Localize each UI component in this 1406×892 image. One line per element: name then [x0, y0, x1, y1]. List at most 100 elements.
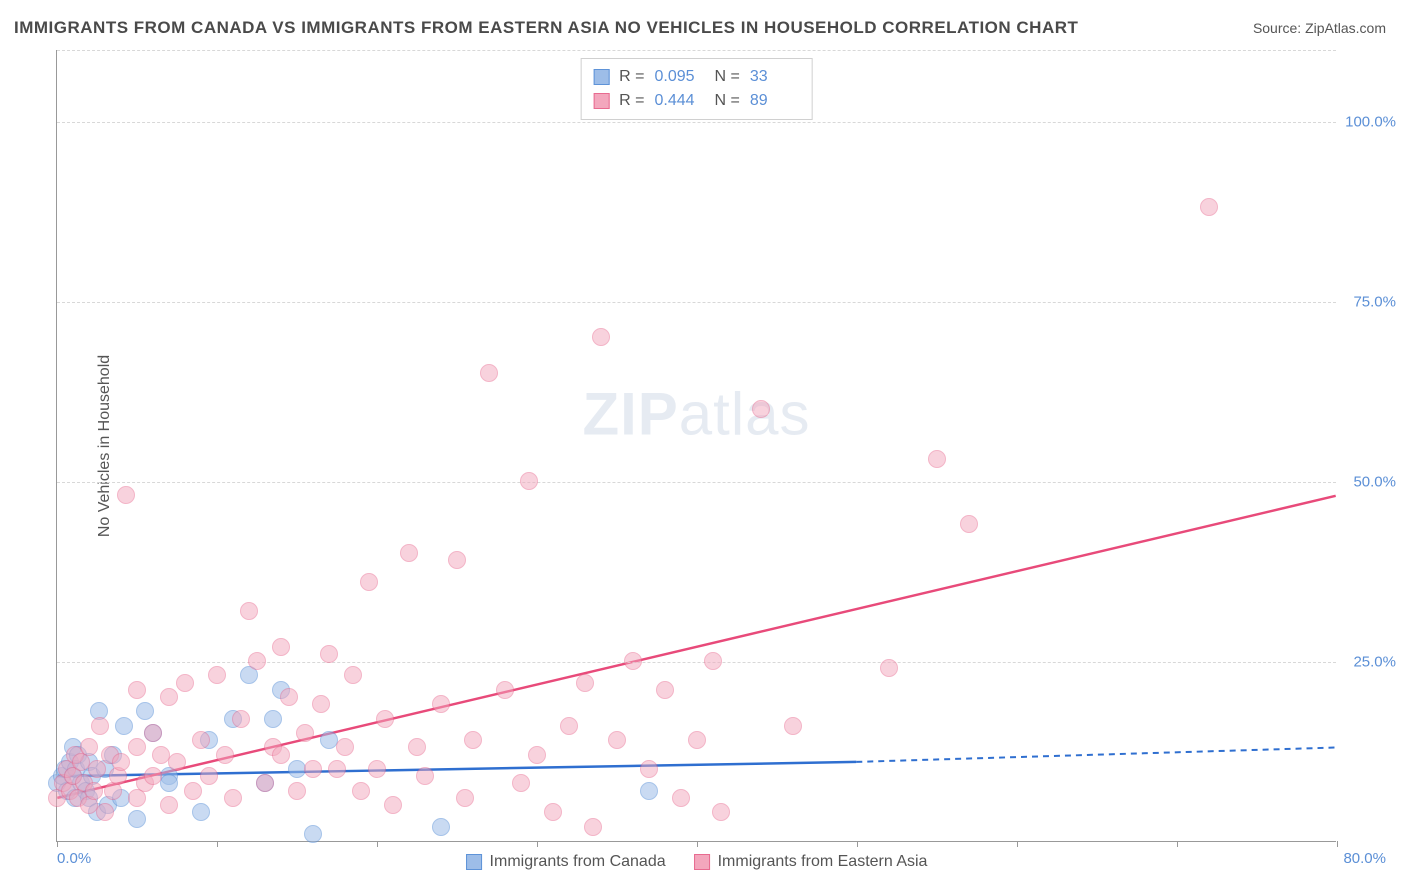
- series-legend: Immigrants from Canada Immigrants from Ea…: [466, 853, 928, 871]
- scatter-point: [272, 746, 290, 764]
- gridline: [57, 122, 1336, 123]
- source-value: ZipAtlas.com: [1305, 20, 1386, 36]
- x-tick: [217, 841, 218, 847]
- regression-line-extended: [856, 748, 1335, 762]
- scatter-point: [288, 782, 306, 800]
- scatter-point: [544, 803, 562, 821]
- scatter-point: [512, 774, 530, 792]
- scatter-point: [272, 638, 290, 656]
- watermark-bold: ZIP: [582, 380, 678, 447]
- scatter-point: [336, 738, 354, 756]
- scatter-point: [592, 328, 610, 346]
- x-tick-label-left: 0.0%: [57, 850, 91, 867]
- gridline: [57, 50, 1336, 51]
- x-tick-label-right: 80.0%: [1343, 850, 1386, 867]
- scatter-point: [416, 767, 434, 785]
- scatter-point: [376, 710, 394, 728]
- scatter-point: [168, 753, 186, 771]
- scatter-point: [640, 782, 658, 800]
- scatter-point: [240, 602, 258, 620]
- correlation-legend-row: R =0.095N =33: [593, 65, 800, 89]
- scatter-point: [144, 724, 162, 742]
- legend-r-value: 0.444: [655, 92, 705, 110]
- scatter-point: [624, 652, 642, 670]
- series-legend-label: Immigrants from Canada: [490, 853, 666, 871]
- scatter-point: [528, 746, 546, 764]
- scatter-point: [368, 760, 386, 778]
- gridline: [57, 302, 1336, 303]
- scatter-point: [672, 789, 690, 807]
- scatter-point: [320, 645, 338, 663]
- x-tick: [377, 841, 378, 847]
- scatter-point: [144, 767, 162, 785]
- scatter-point: [960, 515, 978, 533]
- scatter-point: [640, 760, 658, 778]
- scatter-point: [136, 702, 154, 720]
- scatter-point: [408, 738, 426, 756]
- scatter-point: [328, 760, 346, 778]
- scatter-point: [176, 674, 194, 692]
- scatter-point: [256, 774, 274, 792]
- scatter-point: [480, 364, 498, 382]
- legend-n-label: N =: [715, 92, 740, 110]
- scatter-point: [560, 717, 578, 735]
- scatter-point: [160, 688, 178, 706]
- scatter-point: [128, 738, 146, 756]
- correlation-legend: R =0.095N =33R =0.444N =89: [580, 58, 813, 120]
- legend-n-value: 89: [750, 92, 800, 110]
- series-legend-entry: Immigrants from Eastern Asia: [694, 853, 928, 871]
- scatter-point: [576, 674, 594, 692]
- scatter-point: [608, 731, 626, 749]
- scatter-point: [88, 760, 106, 778]
- scatter-point: [112, 753, 130, 771]
- scatter-point: [344, 666, 362, 684]
- scatter-point: [784, 717, 802, 735]
- source-prefix: Source:: [1253, 20, 1305, 36]
- x-tick: [57, 841, 58, 847]
- x-tick: [1337, 841, 1338, 847]
- scatter-point: [360, 573, 378, 591]
- scatter-point: [264, 710, 282, 728]
- series-legend-label: Immigrants from Eastern Asia: [718, 853, 928, 871]
- scatter-point: [248, 652, 266, 670]
- scatter-point: [200, 767, 218, 785]
- x-tick: [697, 841, 698, 847]
- scatter-point: [712, 803, 730, 821]
- scatter-point: [160, 774, 178, 792]
- scatter-point: [280, 688, 298, 706]
- scatter-point: [312, 695, 330, 713]
- scatter-point: [216, 746, 234, 764]
- scatter-point: [432, 695, 450, 713]
- scatter-point: [752, 400, 770, 418]
- scatter-point: [184, 782, 202, 800]
- scatter-point: [432, 818, 450, 836]
- regression-line: [57, 496, 1335, 798]
- source-label: Source: ZipAtlas.com: [1253, 20, 1386, 36]
- scatter-point: [704, 652, 722, 670]
- watermark: ZIPatlas: [582, 379, 810, 448]
- scatter-point: [928, 450, 946, 468]
- scatter-point: [91, 717, 109, 735]
- legend-n-value: 33: [750, 68, 800, 86]
- x-tick: [857, 841, 858, 847]
- scatter-point: [1200, 198, 1218, 216]
- scatter-point: [688, 731, 706, 749]
- scatter-point: [128, 681, 146, 699]
- scatter-point: [85, 782, 103, 800]
- legend-swatch: [466, 854, 482, 870]
- scatter-point: [656, 681, 674, 699]
- scatter-point: [224, 789, 242, 807]
- scatter-point: [192, 803, 210, 821]
- legend-r-label: R =: [619, 68, 644, 86]
- scatter-point: [400, 544, 418, 562]
- gridline: [57, 482, 1336, 483]
- x-tick: [1177, 841, 1178, 847]
- scatter-point: [456, 789, 474, 807]
- scatter-point: [520, 472, 538, 490]
- y-tick-label: 100.0%: [1345, 114, 1396, 131]
- scatter-point: [880, 659, 898, 677]
- scatter-point: [96, 803, 114, 821]
- scatter-point: [208, 666, 226, 684]
- legend-r-label: R =: [619, 92, 644, 110]
- scatter-point: [80, 738, 98, 756]
